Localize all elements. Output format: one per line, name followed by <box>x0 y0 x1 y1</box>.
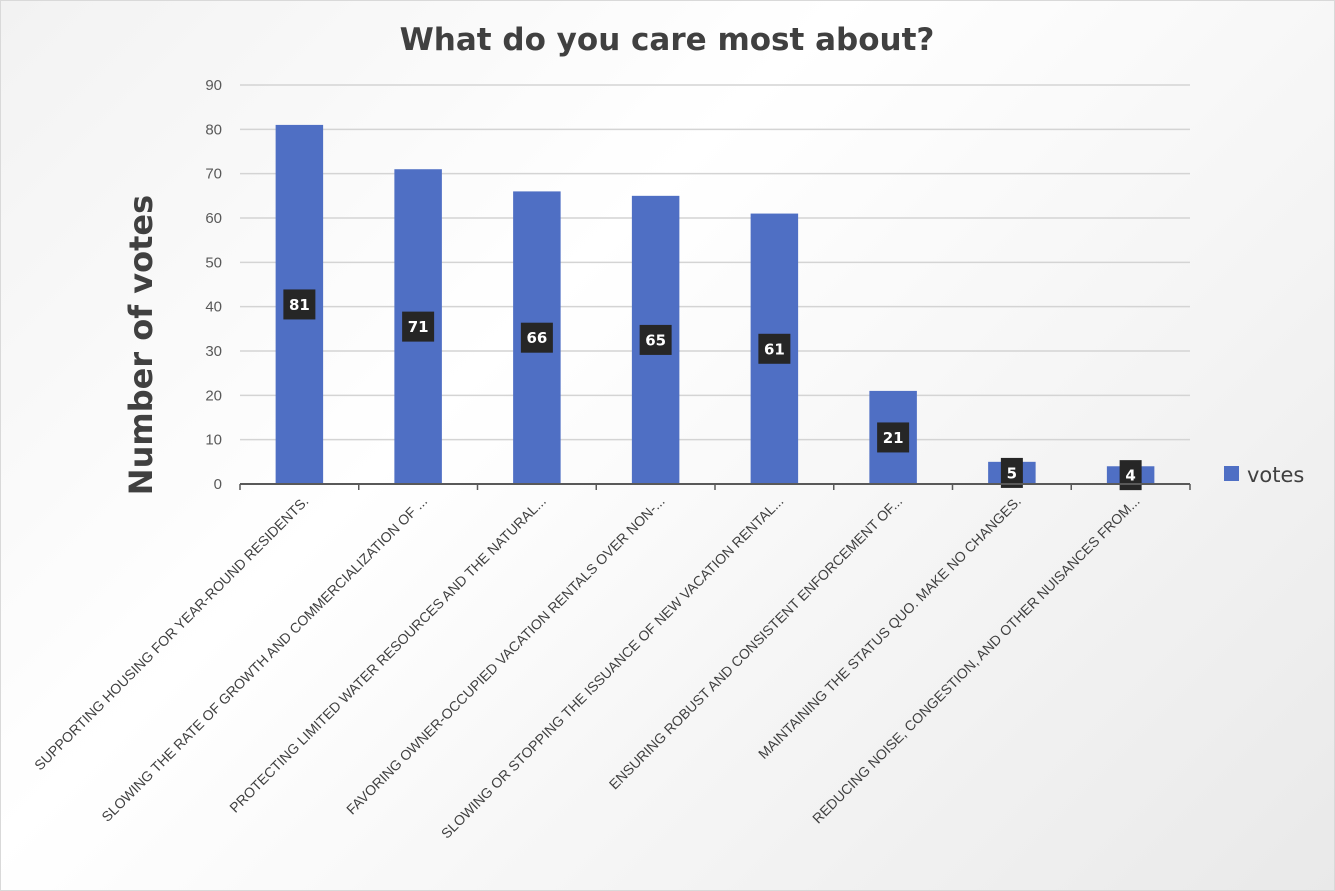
data-label-box <box>402 311 435 342</box>
y-tick-label: 20 <box>205 387 222 404</box>
data-label: 5 <box>1007 464 1017 482</box>
data-label: 71 <box>408 318 429 336</box>
legend: votes <box>1224 463 1304 487</box>
data-label-box <box>639 324 672 355</box>
x-tick-label: MAINTAINING THE STATUS QUO. MAKE NO CHAN… <box>755 493 1024 762</box>
data-label-box <box>1119 460 1142 491</box>
y-tick-label: 10 <box>205 432 222 449</box>
data-label-box <box>283 289 316 320</box>
data-label: 4 <box>1125 467 1135 485</box>
y-tick-label: 40 <box>205 299 222 316</box>
x-tick-label: ENSURING ROBUST AND CONSISTENT ENFORCEME… <box>606 493 906 793</box>
y-axis-label: Number of votes <box>122 195 160 495</box>
y-tick-label: 90 <box>205 77 222 94</box>
y-tick-label: 30 <box>205 343 222 360</box>
data-label-box <box>758 333 791 364</box>
data-label: 61 <box>764 340 785 358</box>
chart-title: What do you care most about? <box>400 22 935 58</box>
data-label-box <box>877 422 910 453</box>
x-tick-label: SUPPORTING HOUSING FOR YEAR-ROUND RESIDE… <box>31 493 311 773</box>
y-tick-label: 70 <box>205 166 222 183</box>
y-tick-label: 50 <box>205 254 222 271</box>
bars <box>275 124 1155 485</box>
data-label: 81 <box>289 296 310 314</box>
y-tick-label: 60 <box>205 210 222 227</box>
data-label: 66 <box>526 329 547 347</box>
data-label: 65 <box>645 331 666 349</box>
gridlines <box>240 84 1190 441</box>
y-tick-label: 0 <box>214 476 222 493</box>
data-labels: 81 71 66 65 61 21 5 4 <box>283 289 1142 491</box>
data-label: 21 <box>883 429 904 447</box>
data-label-box <box>520 322 553 353</box>
legend-swatch <box>1224 466 1239 481</box>
y-tick-label: 80 <box>205 121 222 138</box>
data-label-box <box>1000 457 1023 488</box>
legend-label: votes <box>1247 463 1304 487</box>
x-tick-labels: SUPPORTING HOUSING FOR YEAR-ROUND RESIDE… <box>31 484 1191 841</box>
y-tick-labels: 0 10 20 30 40 50 60 70 80 90 <box>205 77 222 493</box>
